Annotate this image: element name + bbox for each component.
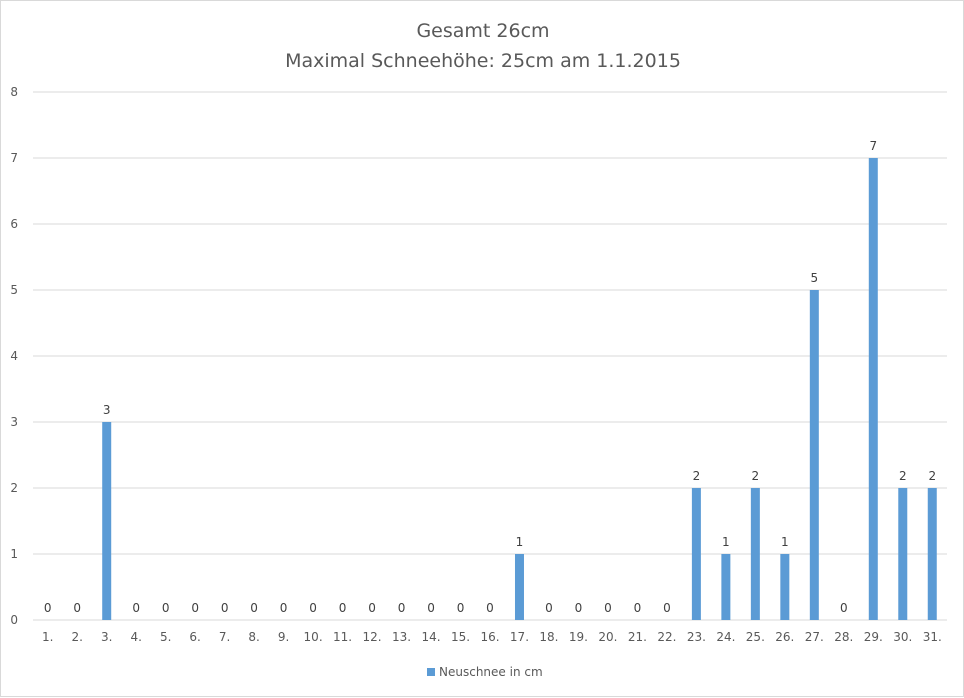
data-label: 7 <box>869 139 877 153</box>
y-tick-label: 4 <box>10 349 18 363</box>
bar <box>691 488 701 620</box>
data-label: 0 <box>634 601 642 615</box>
x-tick-label: 2. <box>71 630 82 644</box>
data-label: 0 <box>545 601 553 615</box>
x-tick-label: 18. <box>539 630 558 644</box>
bar <box>721 554 731 620</box>
data-label: 0 <box>309 601 317 615</box>
x-tick-label: 16. <box>480 630 499 644</box>
y-tick-label: 5 <box>10 283 18 297</box>
data-label: 0 <box>457 601 465 615</box>
data-label: 3 <box>103 403 111 417</box>
x-tick-label: 21. <box>628 630 647 644</box>
y-tick-label: 7 <box>10 151 18 165</box>
y-tick-label: 8 <box>10 85 18 99</box>
data-label: 0 <box>398 601 406 615</box>
x-tick-label: 13. <box>392 630 411 644</box>
data-label: 0 <box>191 601 199 615</box>
x-tick-label: 14. <box>421 630 440 644</box>
x-tick-label: 25. <box>746 630 765 644</box>
bar <box>868 158 878 620</box>
legend: Neuschnee in cm <box>427 665 543 679</box>
data-label: 0 <box>250 601 258 615</box>
gridlines <box>33 91 947 621</box>
data-label: 1 <box>722 535 730 549</box>
y-tick-label: 1 <box>10 547 18 561</box>
x-tick-label: 30. <box>893 630 912 644</box>
data-label: 0 <box>575 601 583 615</box>
data-labels: 0 0 3 0 0 0 0 0 0 0 0 0 0 0 0 0 1 0 0 0 0 0 2 1 2 1 5 0 7 2 2 <box>44 139 936 615</box>
x-tick-label: 15. <box>451 630 470 644</box>
data-label: 0 <box>132 601 140 615</box>
data-label: 0 <box>339 601 347 615</box>
x-tick-label: 7. <box>219 630 230 644</box>
x-tick-label: 31. <box>923 630 942 644</box>
data-label: 2 <box>752 469 760 483</box>
data-label: 2 <box>928 469 936 483</box>
y-tick-label: 3 <box>10 415 18 429</box>
x-tick-label: 11. <box>333 630 352 644</box>
x-tick-label: 26. <box>775 630 794 644</box>
x-tick-label: 4. <box>130 630 141 644</box>
data-label: 0 <box>162 601 170 615</box>
data-label: 0 <box>368 601 376 615</box>
data-label: 2 <box>899 469 907 483</box>
x-tick-label: 24. <box>716 630 735 644</box>
x-tick-label: 5. <box>160 630 171 644</box>
bar <box>809 290 819 620</box>
data-label: 0 <box>663 601 671 615</box>
x-tick-label: 10. <box>304 630 323 644</box>
bar <box>750 488 760 620</box>
data-label: 0 <box>427 601 435 615</box>
x-tick-label: 17. <box>510 630 529 644</box>
y-tick-label: 0 <box>10 613 18 627</box>
bar <box>927 488 937 620</box>
y-tick-label: 2 <box>10 481 18 495</box>
chart-subtitle: Maximal Schneehöhe: 25cm am 1.1.2015 <box>285 50 681 72</box>
data-label: 0 <box>73 601 81 615</box>
data-label: 0 <box>604 601 612 615</box>
bar <box>780 554 790 620</box>
bar <box>898 488 908 620</box>
data-label: 0 <box>280 601 288 615</box>
legend-label: Neuschnee in cm <box>439 665 543 679</box>
data-label: 1 <box>516 535 524 549</box>
x-tick-label: 19. <box>569 630 588 644</box>
x-tick-label: 27. <box>805 630 824 644</box>
bar <box>102 422 112 620</box>
bar <box>514 554 524 620</box>
data-label: 2 <box>693 469 701 483</box>
x-tick-label: 1. <box>42 630 53 644</box>
x-tick-label: 28. <box>834 630 853 644</box>
y-axis-ticks: 0 1 2 3 4 5 6 7 8 <box>10 85 18 627</box>
x-tick-label: 8. <box>248 630 259 644</box>
data-label: 0 <box>840 601 848 615</box>
x-tick-label: 3. <box>101 630 112 644</box>
data-label: 0 <box>44 601 52 615</box>
x-tick-label: 23. <box>687 630 706 644</box>
data-label: 0 <box>221 601 229 615</box>
x-tick-label: 12. <box>363 630 382 644</box>
x-tick-label: 29. <box>864 630 883 644</box>
data-label: 1 <box>781 535 789 549</box>
chart-title: Gesamt 26cm <box>416 20 549 42</box>
x-tick-label: 9. <box>278 630 289 644</box>
data-label: 0 <box>486 601 494 615</box>
legend-swatch <box>427 668 435 676</box>
x-tick-label: 6. <box>189 630 200 644</box>
data-label: 5 <box>811 271 819 285</box>
y-tick-label: 6 <box>10 217 18 231</box>
x-tick-label: 22. <box>657 630 676 644</box>
x-tick-label: 20. <box>598 630 617 644</box>
bars <box>102 158 937 620</box>
x-axis-ticks: 1. 2. 3. 4. 5. 6. 7. 8. 9. 10. 11. 12. 13. 14. 15. 16. 1… <box>42 630 942 644</box>
